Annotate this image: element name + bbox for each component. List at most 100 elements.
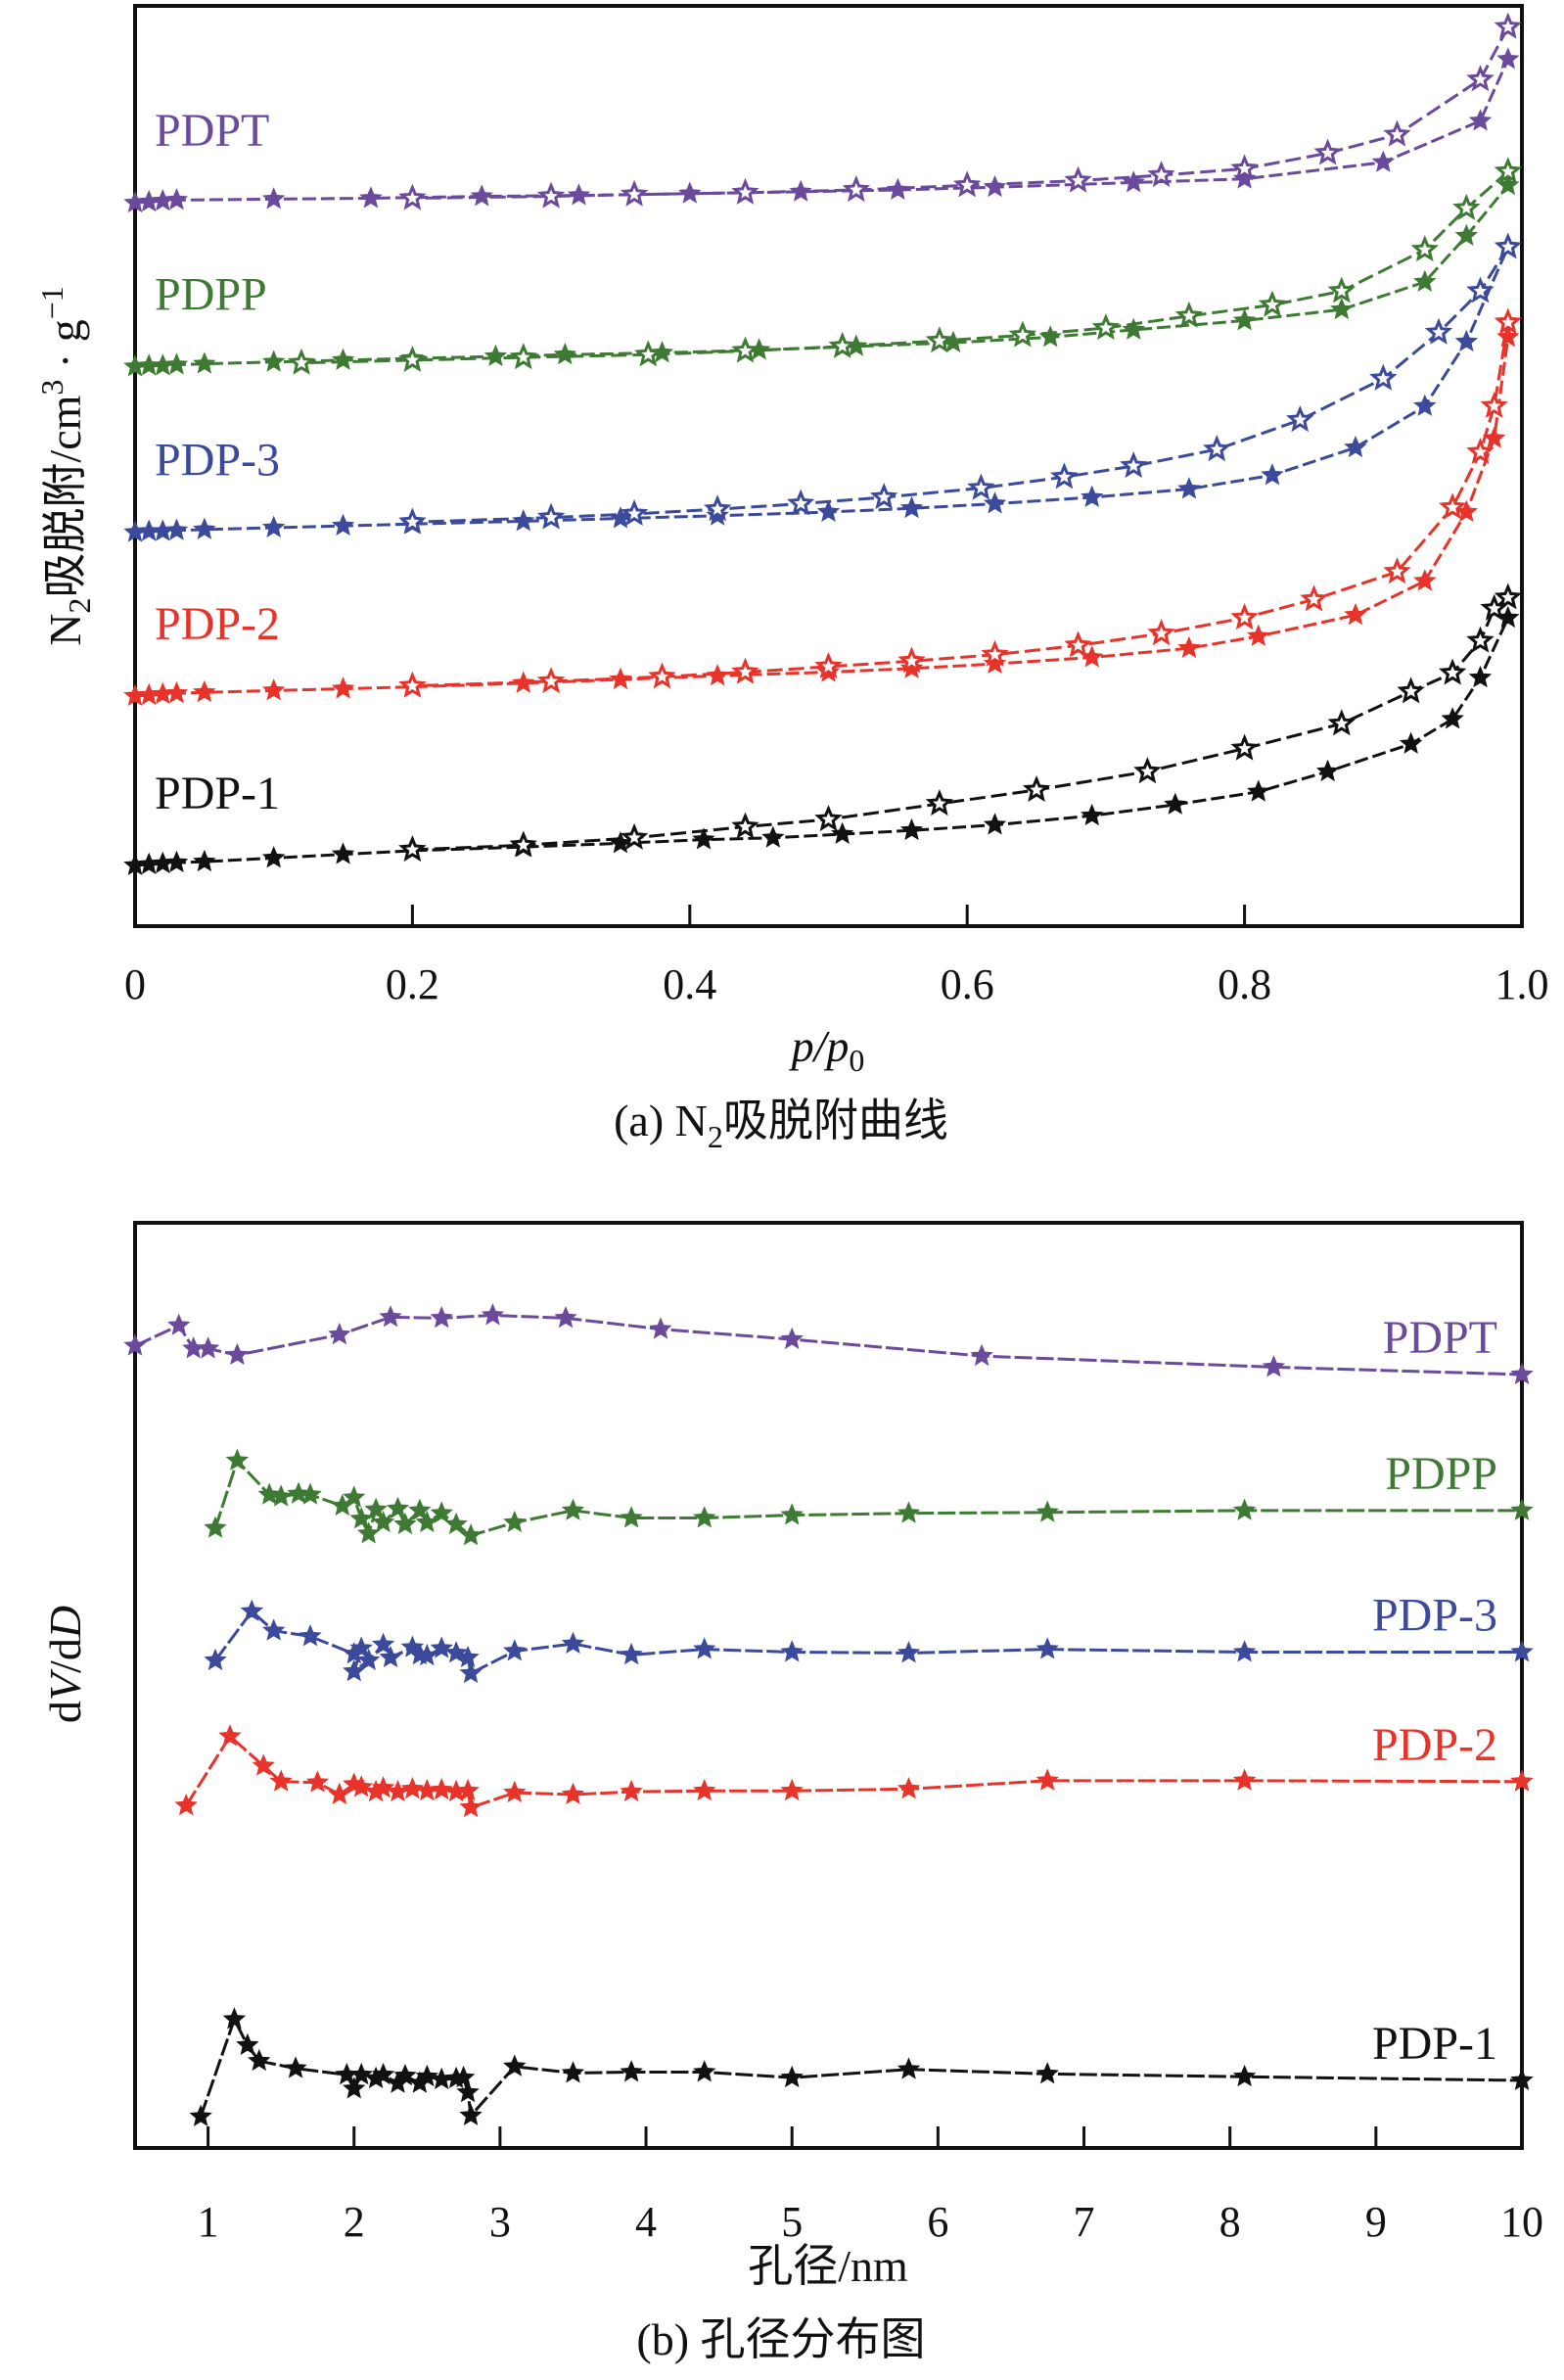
distribution-point <box>451 2065 476 2088</box>
distribution-point <box>204 1516 227 1538</box>
panel-a-caption-prefix: (a) N <box>614 1096 708 1145</box>
desorption-point <box>1438 658 1467 685</box>
adsorption-point <box>1371 150 1396 172</box>
desorption-point <box>731 336 759 363</box>
adsorption-point <box>483 344 508 367</box>
distribution-point <box>561 1631 585 1654</box>
desorption-point <box>925 789 954 817</box>
adsorption-point <box>1413 269 1437 292</box>
desorption-point <box>620 498 649 526</box>
distribution-point <box>620 1506 643 1528</box>
desorption-point <box>1397 677 1425 704</box>
distribution-point <box>430 2067 453 2090</box>
desorption-point <box>1050 462 1079 490</box>
desorption-point <box>814 651 843 678</box>
distribution-point <box>970 1343 993 1367</box>
x-tick-label: 4 <box>635 2198 657 2246</box>
distribution-point <box>393 1512 417 1535</box>
adsorption-point <box>1164 792 1187 815</box>
series-label: PDPT <box>155 105 269 157</box>
adsorption-point <box>1038 325 1062 348</box>
x-tick-label: 0.2 <box>386 960 439 1008</box>
distribution-point <box>218 1724 242 1747</box>
distribution-point <box>897 1641 921 1663</box>
adsorption-point <box>261 350 286 372</box>
adsorption-line <box>134 246 1510 535</box>
panel-a-y-title-b: 吸脱附/cm <box>40 395 90 597</box>
distribution-point <box>364 1497 388 1519</box>
desorption-point <box>967 473 995 500</box>
distribution-point <box>693 1506 716 1528</box>
adsorption-point <box>553 342 576 365</box>
desorption-point <box>1022 775 1051 802</box>
distribution-point <box>1510 1498 1534 1520</box>
desorption-point <box>1064 630 1092 658</box>
distribution-point <box>1510 1640 1534 1662</box>
desorption-point <box>1327 709 1357 736</box>
adsorption-point <box>1261 463 1284 486</box>
panel-b-y-axis-title: dV/dD <box>40 1606 90 1723</box>
x-tick-label: 7 <box>1074 2198 1095 2246</box>
adsorption-point <box>830 821 854 844</box>
adsorption-point <box>470 184 493 207</box>
distribution-point <box>371 1776 395 1798</box>
distribution-point <box>269 1769 293 1792</box>
distribution-point <box>456 2079 480 2103</box>
panel-a-caption-sub: 2 <box>708 1119 723 1154</box>
desorption-point <box>1120 451 1148 479</box>
desorption-point <box>786 489 815 516</box>
distribution-line <box>134 1313 1523 1377</box>
distribution-point <box>257 1482 281 1505</box>
panel-b-x-tick-labels: 1 2 3 4 5 6 7 8 9 10 <box>198 2198 1543 2246</box>
adsorption-point <box>261 515 286 537</box>
panel-a-y-axis-title: N2吸脱附/cm3 · g−1 <box>34 286 97 646</box>
distribution-point <box>299 1624 322 1647</box>
adsorption-point <box>1413 394 1437 416</box>
desorption-point <box>1452 193 1481 220</box>
distribution-point <box>240 1599 264 1621</box>
adsorption-point <box>164 850 189 873</box>
distribution-point <box>1035 1500 1059 1522</box>
distribution-point <box>444 1512 468 1535</box>
distribution-point <box>1035 1637 1059 1659</box>
adsorption-point <box>331 513 355 537</box>
series-pdp-1 <box>189 2007 1534 2126</box>
distribution-point <box>349 2062 373 2085</box>
desorption-point <box>398 183 427 210</box>
distribution-point <box>343 1658 366 1682</box>
series-label: PDP-3 <box>155 435 280 487</box>
distribution-point <box>225 1448 250 1470</box>
adsorption-point <box>1344 435 1367 458</box>
distribution-point <box>780 1327 804 1350</box>
distribution-point <box>693 1637 716 1659</box>
panel-b-y-title-c: /d <box>40 1638 90 1673</box>
adsorption-point <box>164 187 189 210</box>
desorption-point <box>398 345 427 372</box>
distribution-point <box>503 1510 527 1533</box>
distribution-point <box>349 1636 373 1658</box>
desorption-point <box>925 326 954 353</box>
adsorption-point <box>193 351 216 374</box>
adsorption-point <box>1413 569 1437 591</box>
adsorption-point <box>1344 602 1367 626</box>
distribution-point <box>386 1496 410 1518</box>
distribution-point <box>1510 2068 1534 2090</box>
adsorption-point <box>1468 109 1493 131</box>
panel-a-x-title-main: p/p <box>789 1021 850 1071</box>
desorption-point <box>1230 154 1259 181</box>
desorption-point <box>1091 313 1121 341</box>
series-label: PDP-1 <box>1372 2018 1497 2070</box>
distribution-point <box>780 1778 804 1801</box>
series-pdp-1 <box>123 583 1523 875</box>
distribution-point <box>649 1317 672 1339</box>
adsorption-point <box>1081 803 1104 826</box>
distribution-point <box>503 1639 527 1661</box>
desorption-point <box>287 348 316 375</box>
adsorption-point <box>193 679 216 703</box>
series-label: PDP-3 <box>1372 1589 1497 1641</box>
desorption-point <box>1203 435 1231 462</box>
panel-b-series-labels: PDPT PDPP PDP-3 PDP-2 PDP-1 <box>1372 1312 1497 2070</box>
distribution-point <box>299 1482 322 1505</box>
panel-a-y-title-b-sup: 3 <box>34 380 69 396</box>
